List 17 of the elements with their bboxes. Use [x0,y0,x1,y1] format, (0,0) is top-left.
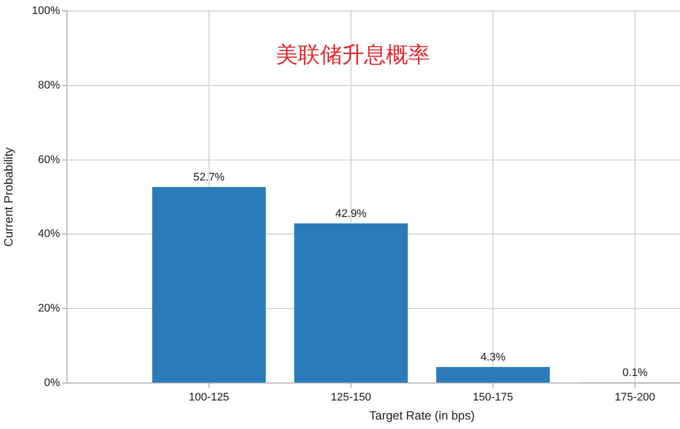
y-tick-label: 100% [32,5,60,18]
text: 美联储升息概率 [276,42,430,68]
x-axis-title: Target Rate (in bps) [369,408,475,422]
data-label: 42.9% [335,208,367,220]
data-label: 0.1% [622,367,648,380]
y-tick-label: 20% [38,302,60,315]
y-axis-title: Current Probability [2,147,16,247]
x-tick-label: 100-125 [188,392,230,404]
data-label: 4.3% [480,352,506,364]
y-tick-label: 80% [38,79,60,92]
x-tick-label: 150-175 [472,392,514,404]
x-tick-label: 125-150 [330,392,372,404]
y-tick-label: 40% [38,228,60,240]
y-tick-label: 0% [44,377,60,390]
x-tick-label: 175-200 [614,392,656,404]
data-label: 52.7% [193,171,225,184]
y-tick-label: 60% [38,154,60,166]
